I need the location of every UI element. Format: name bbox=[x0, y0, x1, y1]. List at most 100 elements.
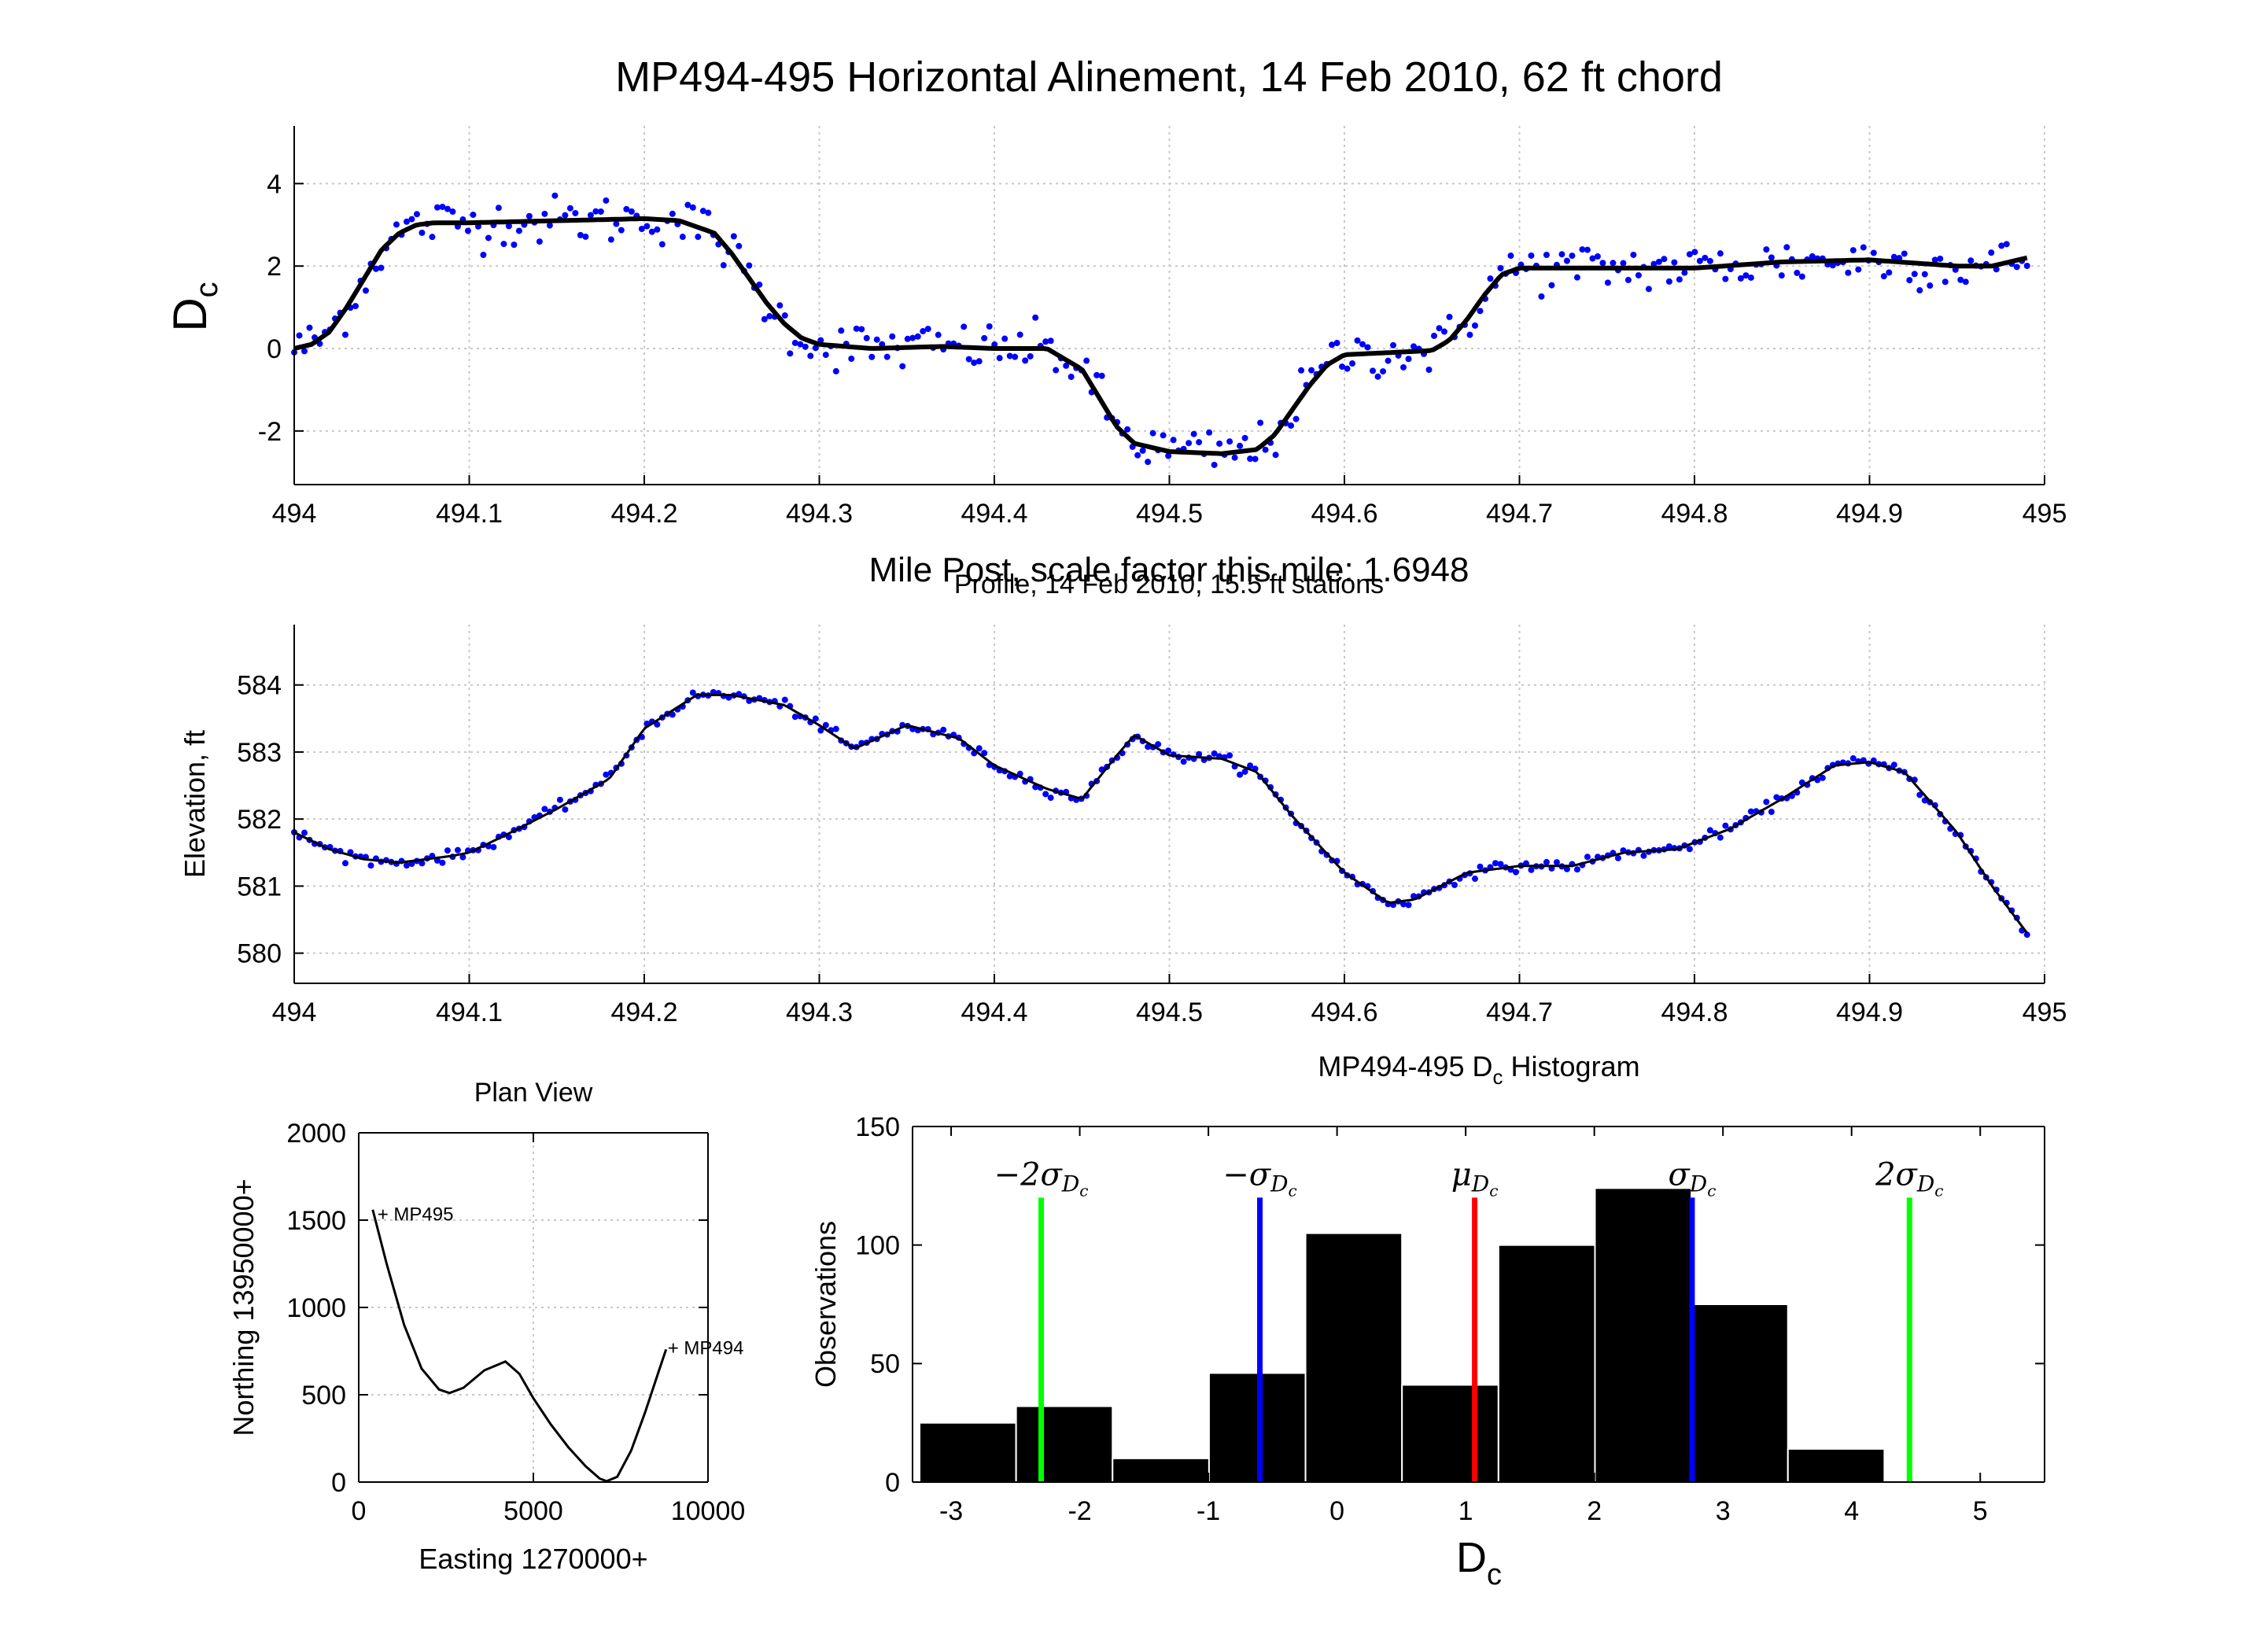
alinement-data-point bbox=[1768, 254, 1775, 261]
alinement-data-point bbox=[904, 335, 911, 342]
profile-data-point bbox=[1890, 761, 1897, 769]
profile-plot-area bbox=[294, 625, 2045, 983]
profile-y-tick-label: 584 bbox=[237, 671, 282, 701]
alinement-data-point bbox=[511, 242, 518, 249]
alinement-data-point bbox=[1231, 454, 1238, 461]
profile-line bbox=[293, 694, 2028, 935]
alinement-data-point bbox=[971, 360, 978, 367]
alinement-data-point bbox=[914, 333, 921, 340]
alinement-x-tick-label: 494.1 bbox=[436, 499, 503, 529]
profile-data-point bbox=[1155, 741, 1162, 748]
marker-subsubscript: c bbox=[1934, 1181, 1943, 1200]
alinement-data-point bbox=[1599, 260, 1606, 267]
alinement-data-point bbox=[1405, 356, 1412, 363]
alinement-y-tick-label: 4 bbox=[267, 169, 282, 199]
alinement-data-point bbox=[1702, 254, 1709, 261]
alinement-data-point bbox=[603, 197, 610, 204]
alinement-data-point bbox=[1594, 253, 1601, 260]
alinement-data-point bbox=[1507, 253, 1514, 260]
alinement-data-point bbox=[1211, 461, 1218, 468]
alinement-data-point bbox=[1845, 269, 1852, 276]
alinement-data-point bbox=[1436, 325, 1443, 332]
alinement-data-point bbox=[1022, 357, 1029, 364]
alinement-x-tick-label: 494.5 bbox=[1136, 499, 1203, 529]
profile-data-point bbox=[822, 721, 829, 728]
marker-subscript: D bbox=[1061, 1171, 1079, 1197]
alinement-data-point bbox=[996, 355, 1003, 362]
alinement-data-point bbox=[802, 343, 809, 350]
alinement-data-point bbox=[1686, 251, 1693, 258]
alinement-data-point bbox=[909, 334, 916, 341]
alinement-data-point bbox=[1329, 341, 1336, 348]
alinement-data-point bbox=[1691, 249, 1698, 256]
histogram-title-sub: c bbox=[1493, 1065, 1503, 1089]
alinement-data-point bbox=[1798, 273, 1805, 280]
alinement-data-point bbox=[1098, 372, 1105, 379]
alinement-data-point bbox=[1886, 269, 1893, 276]
alinement-data-point bbox=[1620, 260, 1627, 267]
histogram-bars bbox=[918, 1187, 1886, 1484]
alinement-data-point bbox=[1901, 250, 1908, 257]
alinement-data-point bbox=[975, 358, 983, 365]
profile-data-point bbox=[1773, 794, 1780, 801]
alinement-data-point bbox=[924, 326, 931, 333]
profile-data-point bbox=[1614, 854, 1621, 861]
alinement-data-point bbox=[393, 221, 400, 228]
alinement-data-point bbox=[536, 238, 543, 245]
alinement-data-point bbox=[1139, 447, 1146, 454]
alinement-data-point bbox=[695, 234, 702, 241]
alinement-data-point bbox=[720, 262, 727, 269]
alinement-data-point bbox=[1400, 363, 1407, 371]
alinement-data-point bbox=[638, 226, 645, 233]
alinement-data-point bbox=[1584, 246, 1591, 253]
profile-data-point bbox=[1237, 771, 1244, 778]
histogram-x-tick-label: 3 bbox=[1716, 1496, 1731, 1526]
alinement-data-point bbox=[403, 218, 410, 225]
alinement-grid bbox=[293, 126, 2045, 485]
alinement-data-point bbox=[838, 327, 845, 334]
alinement-data-point bbox=[658, 241, 666, 248]
profile-data-point bbox=[1916, 791, 1923, 798]
histogram-marker-label: 2σDc bbox=[1875, 1156, 1943, 1200]
profile-data-point bbox=[1400, 901, 1407, 908]
plan-track-line bbox=[371, 1209, 668, 1483]
histogram-marker-label: μDc bbox=[1451, 1156, 1499, 1200]
alinement-data-point bbox=[1354, 337, 1361, 344]
profile-data-point bbox=[1196, 750, 1203, 758]
alinement-data-point bbox=[889, 333, 896, 340]
alinement-data-point bbox=[1012, 353, 1019, 360]
profile-data-point bbox=[490, 843, 497, 850]
alinement-data-point bbox=[1471, 322, 1478, 329]
marker-subsubscript: c bbox=[1289, 1181, 1297, 1200]
histogram-marker-label: σDc bbox=[1668, 1156, 1716, 1200]
alinement-data-point bbox=[1042, 338, 1049, 345]
alinement-data-point bbox=[920, 328, 927, 335]
alinement-data-point bbox=[1063, 362, 1070, 369]
profile-x-tick-label: 494.9 bbox=[1836, 997, 1903, 1027]
plan-y-tick-label: 1500 bbox=[286, 1206, 346, 1236]
profile-x-tick-label: 494.5 bbox=[1136, 997, 1203, 1027]
profile-data-point bbox=[1180, 758, 1187, 765]
histogram-x-tick-label: 4 bbox=[1844, 1496, 1859, 1526]
alinement-data-point bbox=[883, 353, 891, 360]
alinement-data-point bbox=[822, 352, 829, 359]
alinement-y-label-sub: c bbox=[190, 282, 224, 297]
histogram-y-tick-label: 100 bbox=[855, 1231, 900, 1261]
profile-data-point bbox=[1471, 876, 1478, 883]
profile-data-point bbox=[1665, 843, 1672, 850]
alinement-data-point bbox=[1988, 249, 1995, 256]
histogram-x-tick-label: 5 bbox=[1973, 1496, 1988, 1526]
alinement-data-point bbox=[1763, 246, 1770, 253]
alinement-data-point bbox=[1967, 257, 1975, 264]
histogram-marker-label: −σDc bbox=[1222, 1156, 1296, 1200]
alinement-data-point bbox=[781, 312, 788, 319]
profile-data-point bbox=[1849, 755, 1857, 762]
alinement-data-point bbox=[1466, 331, 1473, 338]
alinement-data-point bbox=[1308, 367, 1315, 374]
plan-y-tick-label: 500 bbox=[301, 1381, 346, 1410]
alinement-data-point bbox=[413, 211, 420, 218]
alinement-data-point bbox=[2023, 262, 2030, 269]
alinement-data-point bbox=[541, 210, 548, 217]
alinement-data-point bbox=[306, 324, 313, 331]
